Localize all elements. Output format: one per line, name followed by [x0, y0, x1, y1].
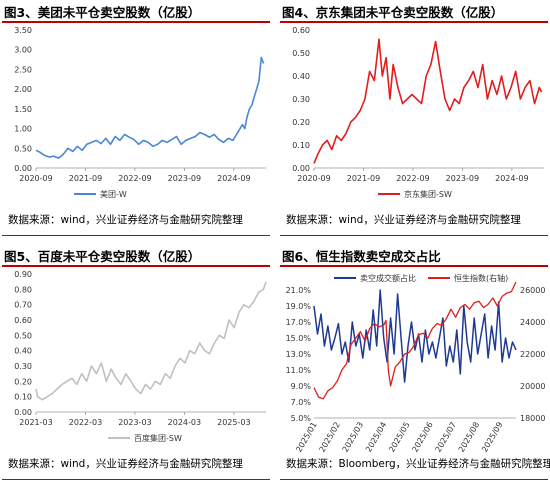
y-tick-label: 2.00 [14, 85, 32, 94]
y2-tick-label: 18000 [520, 414, 545, 423]
chart-fig3: 0.00 0.50 1.00 1.50 2.00 2.50 3.00 3.50 2020-09 2… [14, 26, 266, 199]
y-tick-label: 0.40 [292, 72, 310, 81]
y-tick-label: 0.10 [14, 393, 32, 402]
source-note: 数据来源：wind，兴业证券经济与金融研究院整理 [8, 214, 243, 226]
y-tick-label: 0.50 [14, 331, 32, 340]
x-tick-label: 2025/04 [364, 421, 388, 454]
chart-title: 图5、百度未平仓卖空股数（亿股） [4, 249, 201, 264]
chart-fig6: 5.0% 7.0% 9.0% 11.0% 13.0% 15.0% 17.0% 19.0% 21.… [286, 273, 546, 454]
legend-label: 恒生指数(右轴) [454, 273, 508, 283]
x-tick-label: 2025/03 [341, 421, 365, 454]
x-tick-label: 2024-09 [217, 174, 250, 183]
x-tick-label: 2020-09 [297, 174, 330, 183]
y-tick-label: 0.80 [14, 285, 32, 294]
y2-tick-label: 26000 [520, 286, 545, 295]
y-tick-label: 21.0% [286, 286, 312, 295]
series-line [313, 281, 517, 400]
chart-title: 图4、京东集团未平仓卖空股数（亿股） [282, 5, 504, 20]
y-tick-label: 0.00 [14, 408, 32, 417]
title-rule [2, 21, 270, 23]
x-tick-label: 2022-09 [396, 174, 429, 183]
chart-fig5: 0.00 0.10 0.20 0.30 0.40 0.50 0.60 0.70 0.80 0.90… [14, 270, 267, 443]
series-line [35, 281, 267, 401]
series-line [35, 56, 265, 159]
bottom-rule [280, 479, 548, 480]
x-tick-label: 2024-03 [168, 418, 201, 427]
y-tick-label: 0.50 [292, 49, 310, 58]
y-tick-label: 3.50 [14, 26, 32, 35]
y-tick-label: 0.20 [292, 118, 310, 127]
x-tick-label: 2025/02 [318, 421, 342, 454]
x-tick-label: 2025/01 [294, 421, 318, 454]
bottom-rule [2, 235, 270, 236]
x-tick-label: 2025/05 [387, 421, 411, 454]
legend-label: 百度集团-SW [134, 433, 182, 443]
y-tick-label: 13.0% [286, 350, 312, 359]
y-tick-label: 19.0% [286, 302, 312, 311]
y2-tick-label: 24000 [520, 318, 545, 327]
x-tick-label: 2021-09 [69, 174, 102, 183]
y-tick-label: 0.90 [14, 270, 32, 279]
x-tick-label: 2024-09 [495, 174, 528, 183]
series-line [313, 289, 517, 383]
legend-label: 美团-W [100, 189, 127, 199]
chart-fig4: 0.00 0.10 0.20 0.30 0.40 0.50 0.60 2020-09 2021-… [292, 26, 544, 199]
x-tick-label: 2025/09 [480, 421, 504, 454]
source-note: 数据来源：wind，兴业证券经济与金融研究院整理 [286, 214, 521, 226]
y2-tick-label: 20000 [520, 382, 545, 391]
title-rule [280, 265, 548, 267]
panel-fig6: 图6、恒生指数卖空成交占比 5.0% 7.0% 9.0% 11.0% 13.0% 15.0… [278, 244, 550, 480]
y-tick-label: 2.50 [14, 65, 32, 74]
legend-label: 卖空成交额占比 [360, 273, 416, 283]
x-tick-label: 2021-09 [347, 174, 380, 183]
chart-title: 图3、美团未平仓卖空股数（亿股） [4, 5, 201, 20]
source-note: 数据来源：Bloomberg，兴业证券经济与金融研究院整理 [286, 458, 550, 470]
y-tick-label: 0.40 [14, 347, 32, 356]
panel-fig3: 图3、美团未平仓卖空股数（亿股） 0.00 0.50 1.00 1.50 2.00 2.5… [0, 0, 272, 236]
bottom-rule [280, 235, 548, 236]
x-tick-label: 2020-09 [19, 174, 52, 183]
y-tick-label: 0.30 [14, 362, 32, 371]
chart-title: 图6、恒生指数卖空成交占比 [282, 249, 441, 264]
y-tick-label: 0.20 [14, 377, 32, 386]
title-rule [2, 265, 270, 267]
x-tick-label: 2025/07 [434, 421, 458, 454]
y2-tick-label: 22000 [520, 350, 545, 359]
y-tick-label: 15.0% [286, 334, 312, 343]
y-tick-label: 17.0% [286, 318, 312, 327]
y-tick-label: 0.30 [292, 95, 310, 104]
x-tick-label: 2025-03 [217, 418, 250, 427]
x-tick-label: 2022-09 [118, 174, 151, 183]
source-note: 数据来源：wind，兴业证券经济与金融研究院整理 [8, 458, 243, 470]
y-tick-label: 0.00 [14, 164, 32, 173]
y-tick-label: 1.50 [14, 105, 32, 114]
x-tick-label: 2022-03 [69, 418, 102, 427]
panel-fig4: 图4、京东集团未平仓卖空股数（亿股） 0.00 0.10 0.20 0.30 0.40 0… [278, 0, 550, 236]
x-tick-label: 2023-03 [118, 418, 151, 427]
y-tick-label: 1.00 [14, 125, 32, 134]
y-tick-label: 5.0% [291, 414, 312, 423]
y-tick-label: 0.60 [14, 316, 32, 325]
y-tick-label: 0.50 [14, 144, 32, 153]
y-tick-label: 0.70 [14, 301, 32, 310]
x-tick-label: 2023-09 [168, 174, 201, 183]
y-tick-label: 0.10 [292, 141, 310, 150]
title-rule [280, 21, 548, 23]
x-tick-label: 2025/06 [410, 421, 434, 454]
legend-label: 京东集团-SW [404, 189, 452, 199]
series-line [313, 38, 543, 164]
y-tick-label: 9.0% [291, 382, 312, 391]
x-tick-label: 2025/08 [457, 421, 481, 454]
bottom-rule [2, 479, 270, 480]
y-tick-label: 3.00 [14, 46, 32, 55]
y-tick-label: 0.00 [292, 164, 310, 173]
x-tick-label: 2023-09 [446, 174, 479, 183]
y-tick-label: 7.0% [291, 398, 312, 407]
panel-fig5: 图5、百度未平仓卖空股数（亿股） 0.00 0.10 0.20 0.30 0.40 0.5… [0, 244, 272, 480]
y-tick-label: 11.0% [286, 366, 312, 375]
x-tick-label: 2021-03 [19, 418, 52, 427]
y-tick-label: 0.60 [292, 26, 310, 35]
